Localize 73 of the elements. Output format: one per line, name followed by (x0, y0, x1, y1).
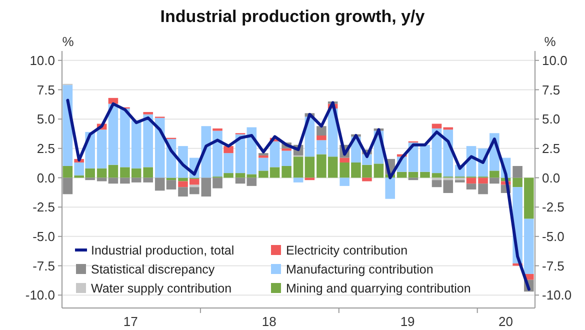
bar (108, 178, 118, 184)
bar (466, 178, 476, 184)
y-tick-label: -7.5 (32, 258, 55, 274)
bar (85, 178, 95, 180)
bar (512, 166, 522, 178)
bar (246, 174, 257, 178)
y-axis-title: % (62, 34, 74, 49)
y-tick-label: -2.5 (32, 200, 55, 215)
chart-title: Industrial production growth, y/y (160, 7, 426, 26)
legend-label: Statistical discrepancy (91, 262, 216, 276)
bar (455, 178, 465, 180)
bar (478, 178, 488, 184)
bar (96, 130, 107, 168)
y-tick-label: 7.5 (36, 82, 55, 98)
bar (304, 178, 315, 180)
y-tick-label: 5.0 (36, 112, 55, 127)
bar (224, 146, 234, 154)
legend-label: Water supply contribution (91, 281, 232, 296)
y2-tick-label: 5.0 (542, 112, 560, 127)
y2-tick-label: 10.0 (542, 52, 568, 68)
bar (96, 178, 107, 182)
bar (108, 164, 118, 178)
x-tick-label: 19 (400, 314, 415, 329)
y2-axis-title: % (544, 34, 556, 49)
bar (420, 144, 430, 172)
bar (420, 172, 430, 178)
bar (235, 178, 246, 184)
bar (316, 126, 326, 136)
bar (340, 158, 350, 162)
y-tick-label: 10.0 (30, 52, 55, 68)
bar (304, 156, 315, 178)
bar (282, 166, 292, 178)
y-tick-label: 0.0 (36, 170, 55, 186)
bar (143, 178, 153, 182)
bar (293, 178, 304, 182)
x-tick-label: 20 (498, 314, 514, 329)
y-tick-label: 2.5 (36, 140, 55, 156)
x-tick-label: 17 (123, 314, 138, 329)
bar (62, 178, 73, 194)
legend-label: Electricity contribution (286, 243, 408, 258)
bar (340, 178, 350, 186)
bar (96, 168, 107, 178)
y-tick-label: -5.0 (32, 228, 55, 244)
bar (408, 178, 418, 180)
legend-label: Mining and quarrying contribution (286, 281, 471, 296)
y2-tick-label: -7.5 (542, 258, 564, 274)
bar (108, 98, 118, 104)
y2-tick-label: 2.5 (542, 140, 560, 156)
y-tick-label: -10.0 (25, 288, 55, 303)
bar (258, 155, 268, 158)
bar (316, 135, 326, 140)
bar (235, 173, 246, 178)
bar (166, 178, 176, 180)
bar (490, 178, 500, 184)
bar (212, 128, 222, 131)
bar (108, 104, 118, 165)
x-tick-label: 18 (262, 314, 276, 329)
y2-tick-label: -10.0 (542, 288, 572, 303)
bar (466, 184, 476, 190)
bar (293, 156, 304, 178)
bar (478, 184, 488, 194)
bar (246, 178, 257, 186)
y2-tick-label: -5.0 (542, 228, 564, 244)
y2-tick-label: -2.5 (542, 200, 564, 215)
legend-label: Manufacturing contribution (286, 262, 434, 276)
bar (143, 167, 153, 178)
bar (385, 178, 395, 199)
y2-tick-label: 0.0 (542, 170, 560, 186)
bar (362, 178, 372, 182)
legend-label: Industrial production, total (91, 243, 234, 258)
y2-tick-label: 7.5 (542, 82, 560, 98)
bar (282, 150, 292, 166)
bar (143, 114, 153, 168)
